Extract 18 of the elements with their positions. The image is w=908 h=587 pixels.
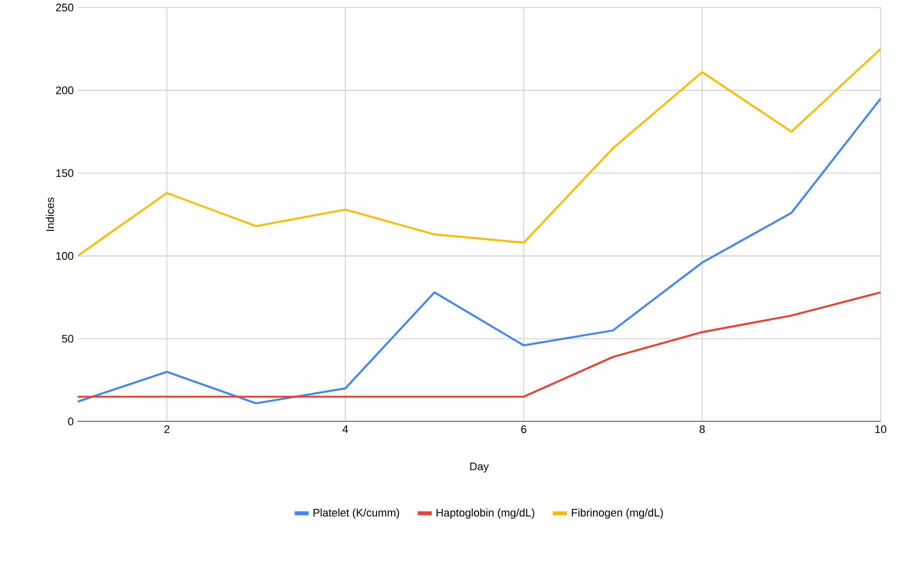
line-series bbox=[78, 48, 881, 257]
y-tick-label: 0 bbox=[68, 418, 74, 426]
y-axis-title: Indices bbox=[46, 198, 54, 231]
x-tick-label: 10 bbox=[875, 425, 886, 434]
y-tick-label: 150 bbox=[56, 169, 74, 177]
x-tick-label: 2 bbox=[164, 425, 170, 433]
x-tick-label: 8 bbox=[700, 425, 705, 434]
legend-label: Platelet (K/cumm) bbox=[314, 508, 400, 519]
x-tick-label: 6 bbox=[521, 425, 526, 434]
y-tick-label: 100 bbox=[56, 252, 74, 260]
line-series bbox=[78, 98, 881, 404]
y-tick-label: 200 bbox=[56, 86, 74, 94]
y-tick-label: 50 bbox=[62, 334, 74, 343]
legend-label: Haptoglobin (mg/dL) bbox=[436, 508, 534, 519]
legend-label: Fibrinogen (mg/dL) bbox=[572, 508, 663, 519]
x-tick-label: 4 bbox=[342, 425, 348, 433]
x-axis-title: Day bbox=[470, 462, 489, 472]
y-tick-label: 250 bbox=[56, 4, 74, 12]
